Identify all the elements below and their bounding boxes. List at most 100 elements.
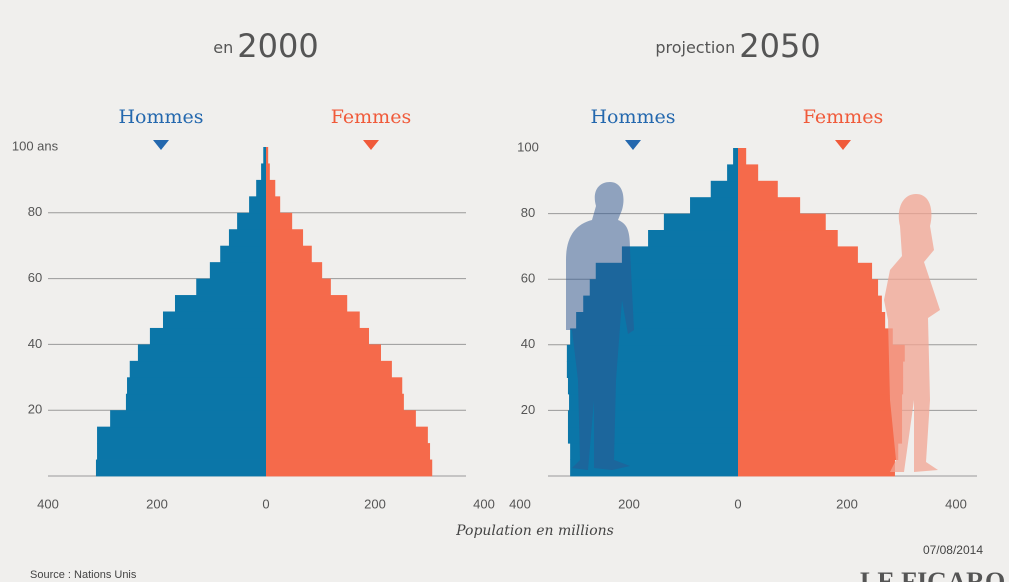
title-year: 2000	[237, 27, 318, 65]
bar	[149, 327, 266, 345]
bar	[738, 295, 882, 313]
y-tick-label: 100 ans	[12, 138, 59, 153]
bar	[733, 148, 738, 165]
bar	[266, 360, 392, 378]
bar	[738, 164, 759, 182]
bar	[266, 278, 331, 296]
title-year: 2050	[739, 27, 820, 65]
bar	[266, 163, 270, 181]
bar	[648, 230, 738, 247]
legend-marker	[835, 140, 851, 150]
bar	[266, 212, 293, 230]
title-prefix: en	[213, 38, 233, 57]
legend-marker	[625, 140, 641, 150]
y-tick-label: 20	[521, 402, 535, 417]
legend-label: Hommes	[590, 106, 675, 128]
x-tick-label: 0	[262, 496, 269, 511]
bar	[263, 147, 266, 164]
bar	[266, 393, 404, 411]
x-tick-label: 0	[734, 496, 741, 511]
logo: LE FIGARO	[860, 567, 1005, 582]
bar	[738, 279, 879, 296]
bar	[95, 459, 267, 477]
bar	[727, 164, 738, 182]
y-tick-label: 80	[521, 205, 535, 220]
bar	[127, 377, 267, 395]
y-tick-label: 40	[521, 336, 535, 351]
bar	[196, 278, 266, 296]
bar	[738, 312, 886, 329]
bar	[266, 426, 428, 444]
bar	[266, 245, 312, 263]
legend-label: Femmes	[803, 106, 883, 128]
bar	[261, 163, 266, 181]
bar	[690, 197, 738, 214]
y-tick-label: 60	[28, 270, 42, 285]
bar	[738, 426, 903, 444]
x-tick-label: 400	[509, 496, 531, 511]
bar	[209, 262, 266, 279]
bar	[738, 246, 858, 264]
bar	[266, 410, 416, 428]
date: 07/08/2014	[923, 543, 983, 557]
bar	[129, 360, 266, 378]
x-tick-label: 200	[836, 496, 858, 511]
bar	[110, 410, 266, 428]
bar	[266, 262, 323, 279]
bar	[738, 148, 747, 165]
bar	[162, 311, 266, 329]
legend-label: Femmes	[331, 106, 411, 128]
bar	[174, 295, 266, 312]
bar	[266, 229, 304, 247]
x-tick-label: 400	[473, 496, 495, 511]
bar	[256, 179, 266, 197]
bar	[738, 328, 893, 346]
legend-marker	[363, 140, 379, 150]
bar	[738, 377, 904, 395]
x-tick-label: 400	[945, 496, 967, 511]
bar	[266, 179, 276, 197]
legend-label: Hommes	[118, 106, 203, 128]
bar	[595, 262, 738, 280]
woman-silhouette	[884, 194, 940, 472]
bar	[738, 394, 903, 411]
source: Source : Nations Unis	[30, 569, 137, 581]
bar	[567, 410, 738, 428]
bar	[137, 344, 266, 362]
bar	[266, 443, 431, 460]
bar	[663, 213, 738, 231]
y-tick-label: 60	[521, 271, 535, 286]
bar	[228, 229, 266, 247]
bar	[266, 459, 433, 477]
bar	[266, 327, 370, 345]
bar	[738, 361, 904, 378]
bar	[237, 212, 266, 230]
chart-title: projection 2050	[655, 27, 820, 65]
bar	[738, 197, 801, 214]
x-tick-label: 400	[37, 496, 59, 511]
legend-marker	[153, 140, 169, 150]
bar	[738, 230, 838, 247]
bar	[266, 344, 381, 362]
y-tick-label: 100	[517, 139, 539, 154]
bar	[738, 180, 778, 198]
silhouettes	[566, 182, 940, 472]
bar	[266, 147, 269, 164]
bar	[125, 393, 266, 411]
bar	[266, 295, 348, 312]
bar	[710, 180, 738, 198]
bar	[738, 459, 895, 477]
bar	[738, 410, 903, 428]
bar	[97, 426, 266, 444]
title-prefix: projection	[655, 38, 735, 57]
y-tick-label: 20	[28, 402, 42, 417]
bar	[266, 196, 281, 214]
y-tick-label: 40	[28, 336, 42, 351]
bar	[266, 311, 360, 329]
x-axis-label: Population en millions	[455, 523, 614, 539]
bar	[738, 262, 873, 280]
x-tick-label: 200	[364, 496, 386, 511]
chart-title: en 2000	[213, 27, 318, 65]
